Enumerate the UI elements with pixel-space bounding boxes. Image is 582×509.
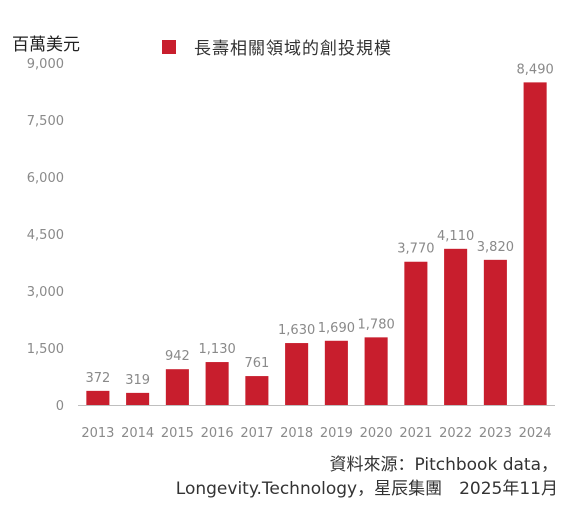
- x-tick-label: 2020: [360, 426, 393, 441]
- bar: [126, 392, 150, 405]
- bar: [404, 261, 428, 405]
- y-tick-label: 0: [56, 399, 64, 414]
- bar: [165, 369, 189, 405]
- y-tick-label: 4,500: [27, 228, 64, 243]
- y-unit-label: 百萬美元: [12, 35, 80, 55]
- bar: [285, 343, 309, 405]
- legend-swatch: [162, 39, 176, 54]
- x-tick-label: 2014: [121, 426, 154, 441]
- source-line-1: 資料來源：Pitchbook data，: [329, 455, 558, 475]
- y-tick-label: 9,000: [27, 57, 64, 72]
- data-label: 1,130: [199, 342, 236, 357]
- source-line-2: Longevity.Technology，星辰集團 2025年11月: [175, 479, 558, 499]
- data-label: 8,490: [517, 62, 554, 77]
- x-tick-label: 2024: [519, 426, 552, 441]
- x-tick-label: 2016: [201, 426, 234, 441]
- bar: [324, 340, 348, 405]
- x-tick-label: 2015: [161, 426, 194, 441]
- x-tick-label: 2018: [280, 426, 313, 441]
- data-label: 1,690: [318, 321, 355, 336]
- data-label: 942: [165, 349, 190, 364]
- x-tick-label: 2017: [240, 426, 273, 441]
- data-label: 3,770: [397, 242, 434, 257]
- data-label: 761: [244, 356, 269, 371]
- y-tick-label: 1,500: [27, 342, 64, 357]
- data-label: 4,110: [437, 229, 474, 244]
- data-label: 3,820: [477, 240, 514, 255]
- y-tick-label: 7,500: [27, 114, 64, 129]
- y-tick-label: 3,000: [27, 285, 64, 300]
- x-tick-label: 2013: [81, 426, 114, 441]
- y-tick-label: 6,000: [27, 171, 64, 186]
- data-label: 372: [85, 371, 110, 386]
- bar: [444, 248, 468, 405]
- bar: [205, 362, 229, 405]
- bar: [86, 390, 110, 405]
- data-label: 1,630: [278, 323, 315, 338]
- data-label: 319: [125, 373, 150, 388]
- data-label: 1,780: [358, 317, 395, 332]
- source-note: 資料來源：Pitchbook data， Longevity.Technolog…: [176, 453, 558, 501]
- x-tick-label: 2022: [439, 426, 472, 441]
- bar: [523, 82, 547, 405]
- legend: 長壽相關領域的創投規模: [162, 34, 392, 59]
- legend-label: 長壽相關領域的創投規模: [194, 39, 392, 59]
- x-tick-label: 2023: [479, 426, 512, 441]
- bar: [245, 376, 269, 405]
- bar-chart: 0 1,500 3,000 4,500 6,000 7,500 9,000 372 2013 31…: [27, 57, 555, 441]
- bar: [364, 337, 388, 405]
- bar: [483, 259, 507, 405]
- x-tick-label: 2021: [399, 426, 432, 441]
- x-tick-label: 2019: [320, 426, 353, 441]
